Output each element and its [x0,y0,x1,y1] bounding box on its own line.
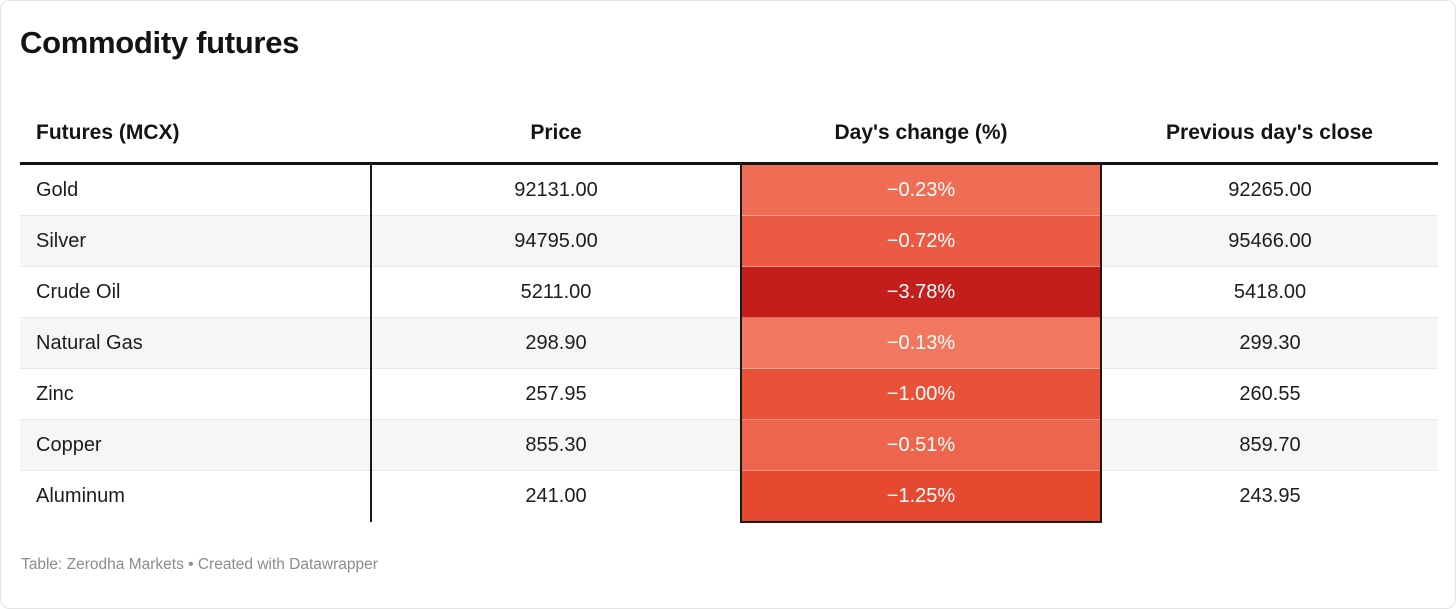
table-row: Copper 855.30 −0.51% 859.70 [20,419,1438,471]
table-row: Aluminum 241.00 −1.25% 243.95 [20,470,1438,523]
prev-close-cell: 859.70 [1101,419,1438,471]
table-row: Silver 94795.00 −0.72% 95466.00 [20,215,1438,267]
column-header-change: Day's change (%) [741,109,1101,165]
price-cell: 241.00 [525,485,587,507]
prev-close-cell: 299.30 [1101,317,1438,369]
price-cell: 257.95 [371,368,741,420]
futures-name-cell: Silver [20,215,372,267]
futures-name-cell: Crude Oil [20,266,372,318]
futures-name-cell: Natural Gas [20,317,372,369]
futures-name-cell: Zinc [20,368,372,420]
prev-close-cell: 95466.00 [1101,215,1438,267]
table-header: Futures (MCX) Price Day's change (%) Pre… [20,109,1438,165]
commodity-futures-table: Futures (MCX) Price Day's change (%) Pre… [20,109,1438,523]
column-header-futures: Futures (MCX) [20,109,371,165]
prev-close-cell: 92265.00 [1101,163,1438,216]
days-change-cell: −0.13% [740,317,1102,369]
page-title: Commodity futures [20,25,300,60]
futures-name-cell: Aluminum [20,470,372,522]
prev-close-cell: 5418.00 [1101,266,1438,318]
futures-name-cell: Gold [20,163,372,216]
days-change-cell: −0.23% [740,163,1102,216]
days-change-cell: −1.25% [740,470,1102,523]
prev-close-cell: 260.55 [1101,368,1438,420]
price-cell: 94795.00 [371,215,741,267]
days-change-cell: −1.00% [740,368,1102,420]
table-row: Zinc 257.95 −1.00% 260.55 [20,368,1438,420]
days-change-cell: −3.78% [740,266,1102,318]
price-cell: 298.90 [371,317,741,369]
table-row: Crude Oil 5211.00 −3.78% 5418.00 [20,266,1438,318]
header-row: Futures (MCX) Price Day's change (%) Pre… [20,109,1438,165]
table-row: Natural Gas 298.90 −0.13% 299.30 [20,317,1438,369]
days-change-cell: −0.72% [740,215,1102,267]
futures-name-cell: Copper [20,419,372,471]
column-header-price: Price [371,109,741,165]
prev-close-cell: 243.95 [1239,485,1301,507]
card-content: Commodity futures Futures (MCX) Price Da… [1,1,1455,574]
price-cell: 92131.00 [371,163,741,216]
price-cell: 5211.00 [371,266,741,318]
price-cell: 855.30 [371,419,741,471]
table-body: Gold 92131.00 −0.23% 92265.00 Silver 947… [20,163,1438,523]
table-attribution: Table: Zerodha Markets • Created with Da… [21,556,378,573]
table-row: Gold 92131.00 −0.23% 92265.00 [20,163,1438,216]
column-header-prev-close: Previous day's close [1101,109,1438,165]
days-change-cell: −0.51% [740,419,1102,471]
